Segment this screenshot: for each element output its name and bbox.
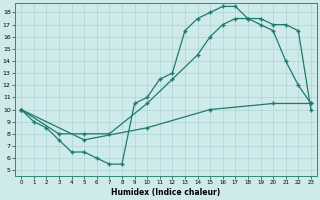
X-axis label: Humidex (Indice chaleur): Humidex (Indice chaleur) <box>111 188 221 197</box>
